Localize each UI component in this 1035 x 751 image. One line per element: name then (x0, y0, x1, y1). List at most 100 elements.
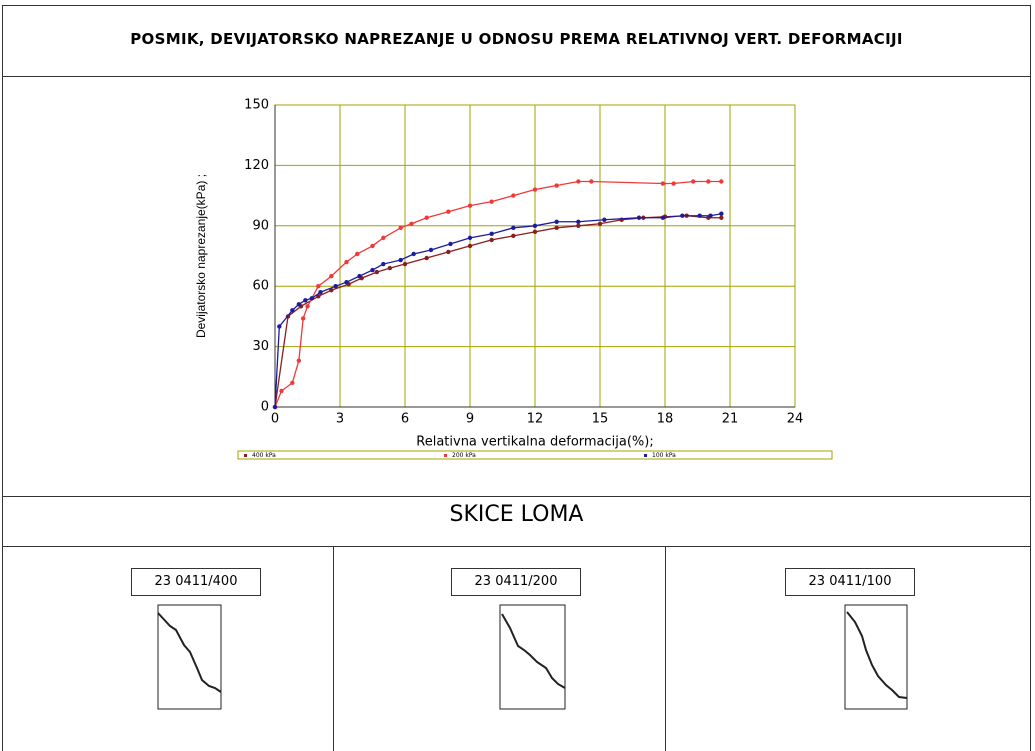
x-tick-label: 12 (527, 412, 544, 427)
data-point (309, 296, 315, 301)
data-point (370, 243, 375, 249)
sketch-label: 23 0411/100 (785, 568, 915, 596)
data-point (402, 261, 408, 267)
y-tick-label: 0 (261, 400, 269, 415)
data-point (272, 404, 278, 410)
data-point (355, 251, 360, 257)
divider (3, 496, 1030, 497)
x-tick-label: 3 (336, 412, 344, 427)
data-point (446, 209, 451, 214)
data-point (446, 249, 451, 255)
data-point (279, 388, 284, 394)
title: POSMIK, DEVIJATORSKO NAPREZANJE U ODNOSU… (130, 30, 903, 48)
data-point (305, 304, 310, 309)
data-point (532, 223, 538, 228)
data-point (708, 213, 713, 218)
section-title: SKICE LOMA (449, 502, 584, 527)
legend-entry: 200 kPa (452, 452, 476, 459)
data-point (290, 380, 295, 386)
divider (665, 546, 666, 751)
sketch-label: 23 0411/200 (451, 568, 581, 596)
data-point (680, 213, 685, 218)
data-point (690, 179, 696, 184)
data-point (576, 179, 581, 184)
data-point (532, 187, 538, 192)
data-point (489, 237, 494, 243)
data-point (697, 213, 702, 218)
data-point (671, 181, 676, 186)
y-tick-label: 60 (252, 279, 269, 294)
data-point (296, 358, 302, 363)
x-tick-label: 15 (592, 412, 609, 427)
data-point (381, 261, 386, 267)
divider (3, 546, 1030, 547)
data-point (602, 217, 607, 222)
data-point (554, 183, 559, 188)
y-tick-label: 90 (252, 218, 269, 233)
y-axis-label: Devijatorsko naprezanje(kPa) ; (194, 174, 208, 338)
data-point (660, 215, 666, 220)
data-point (411, 251, 416, 257)
data-point (424, 255, 429, 261)
y-tick-label: 150 (244, 98, 269, 113)
data-point (387, 265, 393, 271)
data-point (589, 179, 594, 184)
data-point (719, 215, 724, 220)
data-point (333, 284, 338, 289)
data-point (511, 225, 516, 231)
data-point (554, 225, 559, 231)
data-point (532, 229, 538, 235)
data-point (316, 284, 321, 289)
x-tick-label: 9 (466, 412, 474, 427)
data-point (374, 269, 380, 275)
data-point (409, 221, 414, 226)
data-point (489, 199, 494, 204)
data-point (329, 273, 334, 279)
data-point (576, 223, 581, 228)
data-point (381, 235, 386, 241)
data-point (467, 235, 473, 241)
legend-swatch (244, 454, 247, 457)
data-point (424, 215, 429, 220)
data-point (329, 288, 334, 293)
data-point (576, 219, 581, 224)
data-point (489, 231, 494, 237)
data-point (296, 302, 302, 307)
data-point (719, 179, 724, 184)
data-point (467, 203, 473, 208)
legend-entry: 400 kPa (252, 452, 276, 459)
data-point (290, 308, 295, 313)
data-point (300, 316, 306, 321)
data-point (344, 279, 349, 285)
legend-swatch (444, 454, 447, 457)
data-point (303, 298, 308, 303)
data-point (636, 215, 642, 220)
divider (3, 76, 1030, 77)
x-tick-label: 6 (401, 412, 409, 427)
data-point (370, 267, 375, 273)
x-tick-label: 24 (787, 412, 804, 427)
legend-box (237, 450, 833, 460)
y-tick-label: 30 (252, 339, 269, 354)
document-frame: POSMIK, DEVIJATORSKO NAPREZANJE U ODNOSU… (2, 5, 1031, 751)
data-point (660, 181, 666, 186)
data-point (318, 290, 323, 295)
data-point (398, 225, 403, 231)
sketch-label: 23 0411/400 (131, 568, 261, 596)
data-point (398, 257, 403, 263)
series-line (274, 180, 722, 408)
data-point (448, 241, 453, 247)
data-point (467, 243, 473, 249)
data-point (511, 193, 516, 198)
data-point (706, 179, 711, 184)
data-point (554, 219, 559, 224)
data-point (357, 273, 362, 279)
data-point (719, 211, 724, 216)
x-axis-label: Relativna vertikalna deformacija(%); (416, 435, 653, 450)
data-point (428, 247, 434, 253)
x-tick-label: 18 (657, 412, 674, 427)
x-tick-label: 21 (722, 412, 739, 427)
y-tick-label: 120 (244, 158, 269, 173)
